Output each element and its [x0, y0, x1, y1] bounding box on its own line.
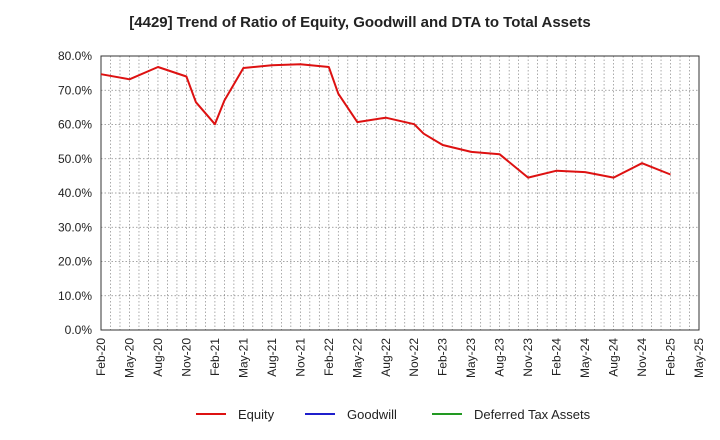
y-tick-label: 40.0% — [58, 186, 92, 200]
gridlines — [100, 55, 700, 331]
x-tick-label: May-22 — [350, 338, 364, 378]
x-tick-label: Feb-22 — [322, 338, 336, 376]
x-tick-label: Feb-20 — [94, 338, 108, 376]
y-tick-label: 0.0% — [65, 323, 93, 337]
x-tick-label: Nov-22 — [407, 338, 421, 377]
y-tick-label: 80.0% — [58, 49, 92, 63]
plot-area — [100, 55, 700, 331]
x-tick-label: Feb-24 — [550, 338, 564, 376]
series-line-equity — [100, 63, 671, 179]
series-lines — [100, 63, 671, 179]
y-tick-label: 50.0% — [58, 152, 92, 166]
x-tick-label: Aug-24 — [607, 338, 621, 377]
x-tick-label: Nov-21 — [293, 338, 307, 377]
x-tick-label: May-20 — [122, 338, 136, 378]
y-tick-label: 70.0% — [58, 83, 92, 97]
x-tick-label: Feb-21 — [208, 338, 222, 376]
legend-label: Equity — [238, 407, 275, 422]
x-tick-label: May-23 — [464, 338, 478, 378]
legend-label: Goodwill — [347, 407, 397, 422]
legend-label: Deferred Tax Assets — [474, 407, 591, 422]
x-tick-label: May-24 — [578, 338, 592, 378]
y-tick-label: 60.0% — [58, 118, 92, 132]
legend: Equity Goodwill Deferred Tax Assets — [196, 407, 591, 422]
x-tick-label: Aug-23 — [493, 338, 507, 377]
x-tick-label: Nov-23 — [521, 338, 535, 377]
x-tick-label: Nov-24 — [635, 338, 649, 377]
x-axis: Feb-20 May-20 Aug-20 Nov-20 Feb-21 May-21 Aug-… — [94, 338, 706, 378]
y-axis: 0.0% 10.0% 20.0% 30.0% 40.0% 50.0% 60.0% 70.0% 8… — [58, 49, 92, 337]
x-tick-label: Aug-22 — [379, 338, 393, 377]
y-tick-label: 30.0% — [58, 220, 92, 234]
y-tick-label: 20.0% — [58, 255, 92, 269]
x-tick-label: May-21 — [236, 338, 250, 378]
chart-title: [4429] Trend of Ratio of Equity, Goodwil… — [129, 14, 591, 31]
x-tick-label: Feb-23 — [436, 338, 450, 376]
x-tick-label: Nov-20 — [179, 338, 193, 377]
x-tick-label: Aug-21 — [265, 338, 279, 377]
x-tick-label: May-25 — [692, 338, 706, 378]
x-tick-label: Feb-25 — [664, 338, 678, 376]
x-tick-label: Aug-20 — [151, 338, 165, 377]
y-tick-label: 10.0% — [58, 289, 92, 303]
